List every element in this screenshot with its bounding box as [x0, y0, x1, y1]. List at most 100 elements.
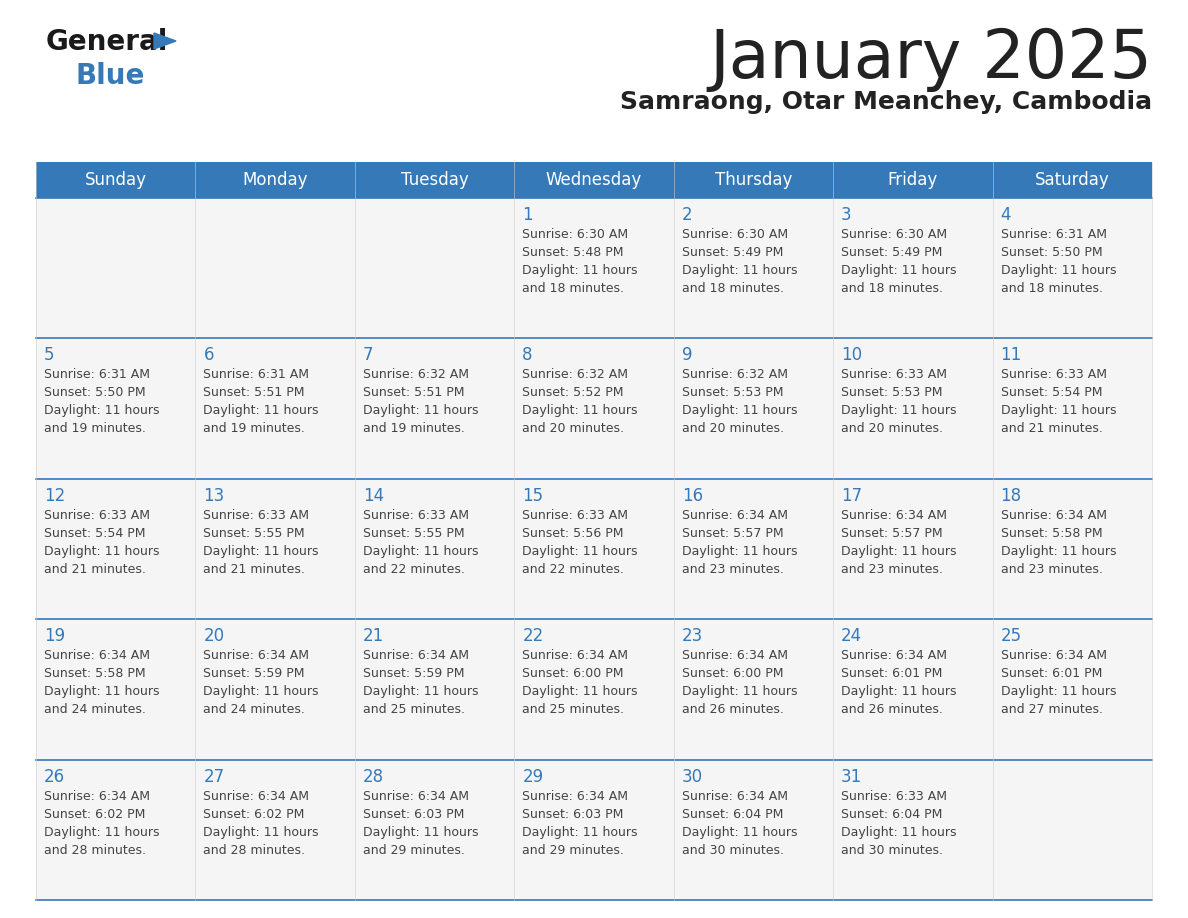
Text: and 29 minutes.: and 29 minutes. [362, 844, 465, 856]
Text: and 23 minutes.: and 23 minutes. [1000, 563, 1102, 576]
Text: Sunset: 5:55 PM: Sunset: 5:55 PM [203, 527, 305, 540]
Bar [355, 620, 514, 759]
Text: Daylight: 11 hours: Daylight: 11 hours [362, 825, 479, 839]
Text: and 19 minutes.: and 19 minutes. [362, 422, 465, 435]
Text: 5: 5 [44, 346, 55, 364]
Text: Daylight: 11 hours: Daylight: 11 hours [682, 264, 797, 277]
Bar [36, 198, 196, 339]
Bar [992, 620, 1152, 759]
Text: 9: 9 [682, 346, 693, 364]
Text: Daylight: 11 hours: Daylight: 11 hours [682, 405, 797, 418]
Text: Sunrise: 6:34 AM: Sunrise: 6:34 AM [841, 649, 947, 662]
Text: Sunset: 5:57 PM: Sunset: 5:57 PM [841, 527, 943, 540]
Text: Sunset: 5:58 PM: Sunset: 5:58 PM [1000, 527, 1102, 540]
Text: Daylight: 11 hours: Daylight: 11 hours [203, 405, 318, 418]
Text: Daylight: 11 hours: Daylight: 11 hours [841, 264, 956, 277]
Text: Thursday: Thursday [715, 171, 792, 189]
Bar [355, 198, 514, 339]
Text: 8: 8 [523, 346, 532, 364]
Text: 12: 12 [44, 487, 65, 505]
Text: Daylight: 11 hours: Daylight: 11 hours [1000, 685, 1116, 699]
Text: and 22 minutes.: and 22 minutes. [362, 563, 465, 576]
Text: Sunrise: 6:33 AM: Sunrise: 6:33 AM [44, 509, 150, 521]
Bar [992, 759, 1152, 900]
Text: Sunset: 5:52 PM: Sunset: 5:52 PM [523, 386, 624, 399]
Text: Daylight: 11 hours: Daylight: 11 hours [44, 825, 159, 839]
Text: 28: 28 [362, 767, 384, 786]
Text: Daylight: 11 hours: Daylight: 11 hours [523, 405, 638, 418]
Text: General: General [46, 28, 169, 56]
Text: Daylight: 11 hours: Daylight: 11 hours [523, 685, 638, 699]
Text: Sunset: 5:54 PM: Sunset: 5:54 PM [1000, 386, 1102, 399]
Text: Daylight: 11 hours: Daylight: 11 hours [1000, 544, 1116, 558]
Text: Samraong, Otar Meanchey, Cambodia: Samraong, Otar Meanchey, Cambodia [620, 90, 1152, 114]
Text: 22: 22 [523, 627, 544, 645]
Text: Daylight: 11 hours: Daylight: 11 hours [362, 544, 479, 558]
Bar [833, 198, 992, 339]
Bar [514, 162, 674, 198]
Text: and 23 minutes.: and 23 minutes. [682, 563, 784, 576]
Text: and 25 minutes.: and 25 minutes. [523, 703, 624, 716]
Text: and 20 minutes.: and 20 minutes. [841, 422, 943, 435]
Text: Daylight: 11 hours: Daylight: 11 hours [1000, 405, 1116, 418]
Text: and 22 minutes.: and 22 minutes. [523, 563, 624, 576]
Bar [833, 162, 992, 198]
Polygon shape [154, 33, 176, 49]
Text: Friday: Friday [887, 171, 939, 189]
Bar [833, 339, 992, 479]
Text: and 18 minutes.: and 18 minutes. [841, 282, 943, 295]
Text: Monday: Monday [242, 171, 308, 189]
Bar [992, 479, 1152, 620]
Text: Sunrise: 6:31 AM: Sunrise: 6:31 AM [44, 368, 150, 381]
Text: Sunset: 6:03 PM: Sunset: 6:03 PM [523, 808, 624, 821]
Text: Daylight: 11 hours: Daylight: 11 hours [682, 825, 797, 839]
Text: 15: 15 [523, 487, 543, 505]
Text: Sunset: 5:53 PM: Sunset: 5:53 PM [682, 386, 783, 399]
Text: Sunset: 5:49 PM: Sunset: 5:49 PM [682, 246, 783, 259]
Text: and 29 minutes.: and 29 minutes. [523, 844, 624, 856]
Bar [992, 339, 1152, 479]
Text: Sunrise: 6:33 AM: Sunrise: 6:33 AM [841, 789, 947, 802]
Text: Sunset: 6:02 PM: Sunset: 6:02 PM [203, 808, 305, 821]
Text: and 24 minutes.: and 24 minutes. [203, 703, 305, 716]
Text: Sunset: 5:48 PM: Sunset: 5:48 PM [523, 246, 624, 259]
Text: and 28 minutes.: and 28 minutes. [203, 844, 305, 856]
Text: 25: 25 [1000, 627, 1022, 645]
Bar [674, 198, 833, 339]
Text: Sunset: 5:53 PM: Sunset: 5:53 PM [841, 386, 942, 399]
Bar [514, 620, 674, 759]
Text: Sunrise: 6:34 AM: Sunrise: 6:34 AM [1000, 509, 1106, 521]
Text: 1: 1 [523, 206, 533, 224]
Text: 10: 10 [841, 346, 862, 364]
Bar [514, 198, 674, 339]
Text: Sunset: 5:56 PM: Sunset: 5:56 PM [523, 527, 624, 540]
Text: Sunset: 5:49 PM: Sunset: 5:49 PM [841, 246, 942, 259]
Text: 14: 14 [362, 487, 384, 505]
Bar [514, 339, 674, 479]
Bar [36, 759, 196, 900]
Text: 4: 4 [1000, 206, 1011, 224]
Text: Sunrise: 6:33 AM: Sunrise: 6:33 AM [523, 509, 628, 521]
Text: Sunrise: 6:34 AM: Sunrise: 6:34 AM [203, 789, 309, 802]
Text: Saturday: Saturday [1035, 171, 1110, 189]
Text: Sunset: 6:00 PM: Sunset: 6:00 PM [523, 667, 624, 680]
Text: Sunset: 6:00 PM: Sunset: 6:00 PM [682, 667, 783, 680]
Text: Sunset: 5:51 PM: Sunset: 5:51 PM [203, 386, 305, 399]
Text: Daylight: 11 hours: Daylight: 11 hours [841, 825, 956, 839]
Text: and 18 minutes.: and 18 minutes. [682, 282, 784, 295]
Text: Sunset: 5:51 PM: Sunset: 5:51 PM [362, 386, 465, 399]
Text: 31: 31 [841, 767, 862, 786]
Bar [355, 479, 514, 620]
Text: Sunrise: 6:34 AM: Sunrise: 6:34 AM [523, 649, 628, 662]
Text: Sunset: 5:59 PM: Sunset: 5:59 PM [203, 667, 305, 680]
Bar [674, 759, 833, 900]
Text: 29: 29 [523, 767, 543, 786]
Text: Sunset: 6:04 PM: Sunset: 6:04 PM [841, 808, 942, 821]
Text: 17: 17 [841, 487, 862, 505]
Text: Sunset: 5:59 PM: Sunset: 5:59 PM [362, 667, 465, 680]
Text: and 20 minutes.: and 20 minutes. [682, 422, 784, 435]
Bar [992, 198, 1152, 339]
Text: 13: 13 [203, 487, 225, 505]
Text: Tuesday: Tuesday [400, 171, 468, 189]
Text: and 30 minutes.: and 30 minutes. [682, 844, 784, 856]
